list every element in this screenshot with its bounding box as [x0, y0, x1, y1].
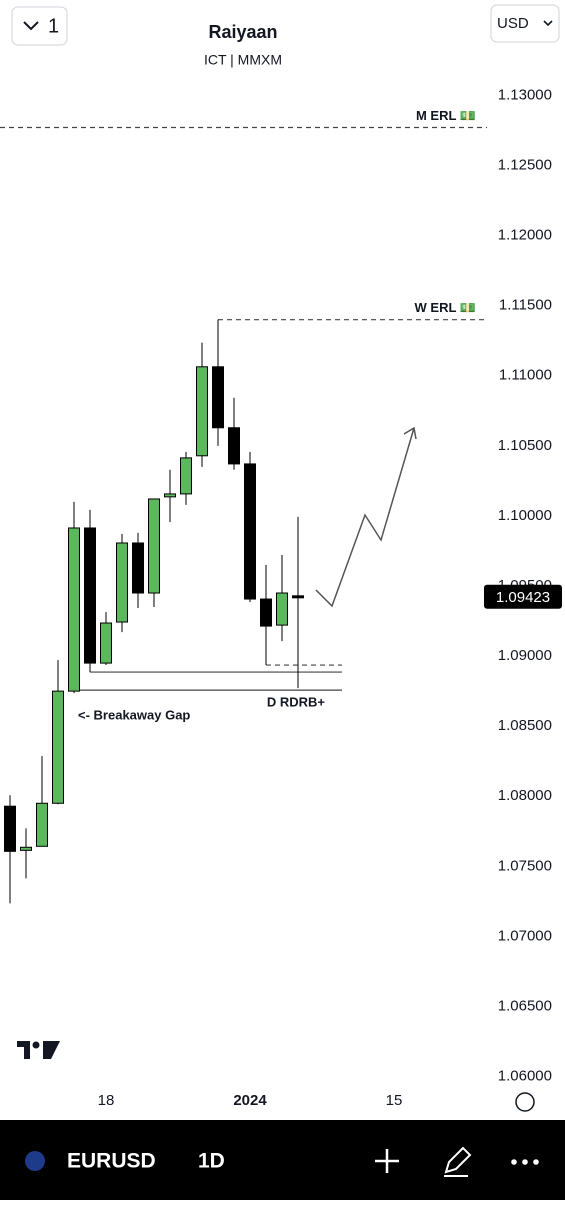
chevron-icon: [23, 21, 39, 31]
last-price-box: [484, 584, 562, 609]
candle-body: [180, 457, 192, 495]
y-tick-label: 1.10000: [498, 507, 552, 524]
candle-body: [196, 366, 208, 457]
y-tick-label: 1.07500: [498, 857, 552, 874]
symbol[interactable]: EURUSD: [67, 1150, 156, 1173]
level-label: W ERL 💵: [415, 300, 476, 315]
x-tick-label: 18: [98, 1092, 115, 1109]
y-tick-label: 1.06500: [498, 997, 552, 1014]
y-tick-label: 1.07000: [498, 927, 552, 944]
candle-body: [68, 527, 80, 692]
annotation: <- Breakaway Gap: [78, 708, 190, 723]
y-tick-label: 1.12500: [498, 156, 552, 173]
more-icon[interactable]: [511, 1159, 539, 1165]
x-tick-label: 2024: [233, 1092, 267, 1109]
bottom-bar: [0, 1120, 565, 1200]
y-tick-label: 1.13000: [498, 86, 552, 103]
candle-body: [292, 595, 304, 599]
draw-icon[interactable]: [444, 1146, 472, 1177]
candle-body: [276, 592, 288, 626]
currency: USD: [497, 15, 529, 32]
candle-body: [116, 542, 128, 623]
chart-title: Raiyaan: [208, 22, 277, 42]
candle-body: [244, 463, 256, 600]
timeframe[interactable]: 1D: [198, 1150, 225, 1173]
candle-body: [36, 802, 48, 847]
chart-subtitle: ICT | MMXM: [204, 52, 282, 68]
y-tick-label: 1.08500: [498, 717, 552, 734]
y-tick-label: 1.12000: [498, 227, 552, 244]
last-price-label: 1.09423: [496, 589, 550, 606]
interval-count: 1: [48, 15, 59, 37]
candle-body: [100, 622, 112, 664]
candle-body: [164, 493, 176, 498]
y-tick-label: 1.11000: [499, 367, 552, 384]
y-tick-label: 1.10500: [498, 437, 552, 454]
level-label: M ERL 💵: [416, 108, 476, 123]
x-tick-label: 15: [386, 1092, 403, 1109]
candle-body: [148, 498, 160, 594]
chevron-icon: [543, 20, 553, 27]
candle-body: [260, 598, 272, 627]
candle-body: [228, 427, 240, 465]
candle-body: [84, 527, 96, 664]
projection-arrow: [315, 426, 417, 608]
candle-body: [132, 542, 144, 594]
tv-logo: [17, 1041, 60, 1059]
y-tick-label: 1.11500: [499, 297, 552, 314]
symbol-flag: [25, 1151, 45, 1171]
y-tick-label: 1.09000: [498, 647, 552, 664]
currency-button[interactable]: [490, 4, 560, 43]
settings-icon[interactable]: [515, 1092, 535, 1112]
y-tick-label: 1.06000: [498, 1068, 552, 1085]
candle-body: [52, 690, 64, 804]
interval-button[interactable]: [11, 6, 68, 46]
level-label: D RDRB+: [267, 695, 326, 710]
candle-body: [212, 366, 224, 429]
y-tick-label: 1.08000: [498, 787, 552, 804]
candle-body: [4, 805, 16, 852]
add-icon[interactable]: [375, 1149, 399, 1173]
candle-body: [20, 846, 32, 851]
